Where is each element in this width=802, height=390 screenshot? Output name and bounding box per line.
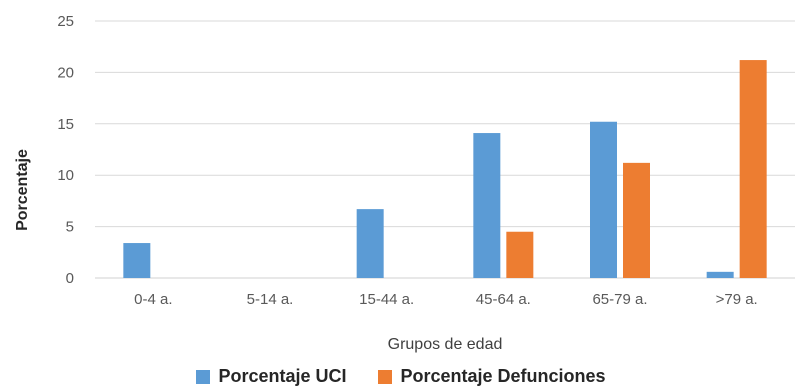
bar-uci-4 xyxy=(590,121,617,278)
legend-item-uci: Porcentaje UCI xyxy=(196,366,346,387)
legend-swatch-defunciones xyxy=(378,369,393,384)
bar-chart: 0 5 10 15 20 25 0-4 a. 5-14 a. 15-44 a. 45-64 a.… xyxy=(14,13,795,353)
y-tick-label: 20 xyxy=(57,64,74,81)
y-tick-label: 15 xyxy=(57,116,74,133)
bar-defunciones-3 xyxy=(506,231,534,278)
legend-swatch-uci xyxy=(196,369,211,384)
y-axis-title: Porcentaje xyxy=(14,149,31,231)
bar-uci-2 xyxy=(356,209,384,278)
bar-uci-0 xyxy=(123,243,151,278)
bar-uci-3 xyxy=(473,133,501,278)
x-tick-label: 65-79 a. xyxy=(592,291,647,308)
gridlines xyxy=(95,20,795,279)
y-tick-label: 0 xyxy=(66,270,74,287)
x-tick-labels: 0-4 a. 5-14 a. 15-44 a. 45-64 a. 65-79 a. >79… xyxy=(134,291,758,308)
x-tick-label: 45-64 a. xyxy=(476,291,531,308)
bar-uci-5 xyxy=(706,271,734,278)
x-tick-label: 0-4 a. xyxy=(134,291,172,308)
y-tick-label: 5 xyxy=(66,219,74,236)
x-axis-title: Grupos de edad xyxy=(388,336,503,353)
bar-defunciones-4 xyxy=(623,162,650,278)
x-tick-label: >79 a. xyxy=(716,291,758,308)
y-tick-label: 25 xyxy=(57,13,74,30)
y-tick-label: 10 xyxy=(57,167,74,184)
bar-defunciones-5 xyxy=(739,60,767,279)
legend-label-uci: Porcentaje UCI xyxy=(218,366,347,386)
legend-label-defunciones: Porcentaje Defunciones xyxy=(400,366,606,386)
x-tick-label: 15-44 a. xyxy=(359,291,414,308)
legend: Porcentaje UCI Porcentaje Defunciones xyxy=(0,366,802,387)
x-tick-label: 5-14 a. xyxy=(247,291,294,308)
y-tick-labels: 0 5 10 15 20 25 xyxy=(57,13,74,287)
bars xyxy=(123,60,767,279)
legend-item-defunciones: Porcentaje Defunciones xyxy=(378,366,606,387)
